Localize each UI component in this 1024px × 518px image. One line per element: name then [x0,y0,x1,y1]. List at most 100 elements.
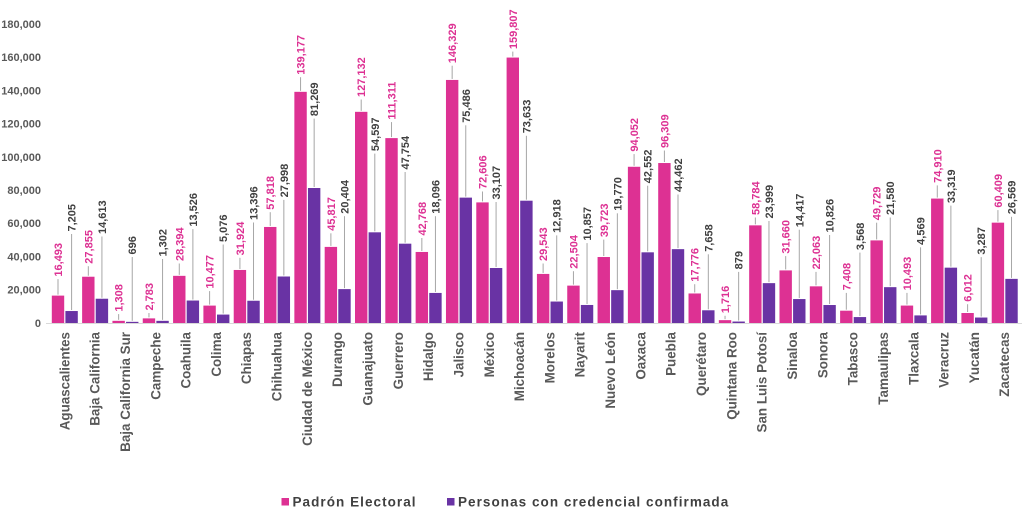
svg-text:19,770: 19,770 [612,177,624,211]
svg-text:22,504: 22,504 [568,234,580,269]
svg-text:180,000: 180,000 [1,19,41,31]
svg-text:Tamaulipas: Tamaulipas [876,332,891,405]
svg-text:Yucatán: Yucatán [967,332,982,383]
svg-text:120,000: 120,000 [1,119,41,131]
svg-text:Nayarit: Nayarit [573,331,588,377]
svg-text:Baja California Sur: Baja California Sur [118,331,133,452]
svg-text:20,000: 20,000 [7,285,41,297]
svg-text:18,096: 18,096 [430,180,442,214]
svg-text:Nuevo León: Nuevo León [603,332,618,409]
svg-text:100,000: 100,000 [1,152,41,164]
svg-text:94,052: 94,052 [629,118,641,152]
svg-text:81,269: 81,269 [309,82,321,116]
svg-text:Sinaloa: Sinaloa [785,331,800,379]
svg-text:Guanajuato: Guanajuato [361,332,376,406]
svg-text:3,287: 3,287 [976,227,988,255]
svg-text:4,569: 4,569 [916,217,928,245]
svg-text:7,408: 7,408 [841,263,853,291]
svg-text:10,826: 10,826 [825,199,837,233]
svg-text:Baja California: Baja California [88,331,103,425]
svg-text:160,000: 160,000 [1,52,41,64]
svg-text:33,319: 33,319 [946,169,958,203]
svg-text:3,568: 3,568 [855,223,867,251]
svg-text:Oaxaca: Oaxaca [633,331,648,379]
svg-text:39,723: 39,723 [599,203,611,237]
svg-text:Veracruz: Veracruz [937,332,952,388]
svg-text:159,807: 159,807 [508,9,520,49]
svg-text:12,918: 12,918 [552,199,564,233]
svg-text:Personas con credencial confir: Personas con credencial confirmada [458,495,729,510]
svg-text:16,493: 16,493 [53,243,65,277]
svg-text:54,597: 54,597 [370,117,382,151]
svg-text:Durango: Durango [330,332,345,387]
svg-text:27,998: 27,998 [279,164,291,198]
svg-text:22,063: 22,063 [811,236,823,270]
svg-text:10,493: 10,493 [902,257,914,291]
svg-text:42,768: 42,768 [417,202,429,236]
svg-text:696: 696 [127,236,139,254]
svg-text:60,409: 60,409 [993,174,1005,208]
svg-text:7,205: 7,205 [67,204,79,232]
svg-text:Chiapas: Chiapas [239,332,254,384]
svg-text:127,132: 127,132 [356,57,368,97]
svg-text:45,817: 45,817 [326,197,338,231]
svg-text:Michoacán: Michoacán [512,332,527,401]
svg-text:Querétaro: Querétaro [694,332,709,396]
svg-text:Padrón Electoral: Padrón Electoral [293,495,417,510]
svg-text:44,462: 44,462 [673,158,685,192]
svg-text:20,404: 20,404 [339,179,351,214]
svg-text:Guerrero: Guerrero [391,332,406,389]
svg-text:13,396: 13,396 [249,186,261,220]
svg-text:49,729: 49,729 [872,187,884,221]
svg-text:Hidalgo: Hidalgo [421,332,436,381]
svg-text:96,309: 96,309 [659,114,671,148]
svg-text:111,311: 111,311 [387,82,399,120]
svg-text:0: 0 [35,318,41,330]
svg-text:San Luis Potosí: San Luis Potosí [755,331,770,433]
svg-text:Sonora: Sonora [815,331,830,378]
svg-text:5,076: 5,076 [218,214,230,242]
svg-text:75,486: 75,486 [461,89,473,123]
svg-text:42,552: 42,552 [643,150,655,184]
svg-text:57,818: 57,818 [265,176,277,210]
svg-text:14,417: 14,417 [794,194,806,228]
svg-text:80,000: 80,000 [7,185,41,197]
svg-text:1,716: 1,716 [720,286,732,314]
svg-text:33,107: 33,107 [491,166,503,200]
svg-text:2,783: 2,783 [144,283,156,311]
svg-text:1,308: 1,308 [114,284,126,312]
svg-text:10,477: 10,477 [205,255,217,289]
svg-text:60,000: 60,000 [7,218,41,230]
svg-text:26,569: 26,569 [1007,181,1019,215]
svg-text:1,302: 1,302 [158,229,170,257]
svg-text:40,000: 40,000 [7,252,41,264]
svg-text:31,924: 31,924 [235,221,247,256]
svg-text:73,633: 73,633 [521,100,533,134]
svg-text:Morelos: Morelos [542,332,557,383]
svg-text:146,329: 146,329 [447,23,459,63]
svg-text:21,580: 21,580 [885,181,897,215]
svg-text:Aguascalientes: Aguascalientes [57,332,72,430]
svg-text:Puebla: Puebla [664,331,679,375]
svg-text:140,000: 140,000 [1,85,41,97]
svg-text:29,543: 29,543 [538,227,550,261]
svg-text:13,526: 13,526 [188,193,200,227]
svg-text:7,658: 7,658 [703,224,715,252]
svg-text:Campeche: Campeche [148,332,163,400]
svg-text:México: México [482,332,497,377]
svg-text:23,999: 23,999 [764,185,776,219]
svg-text:Quintana Roo: Quintana Roo [724,332,739,420]
svg-text:Chihuahua: Chihuahua [270,331,285,401]
svg-text:Jalisco: Jalisco [451,332,466,377]
svg-text:Coahuila: Coahuila [179,331,194,388]
svg-text:6,012: 6,012 [963,274,975,302]
svg-text:58,784: 58,784 [750,180,762,215]
svg-text:Zacatecas: Zacatecas [997,332,1012,397]
svg-text:47,754: 47,754 [400,135,412,170]
svg-text:17,776: 17,776 [690,248,702,282]
svg-text:72,606: 72,606 [477,155,489,189]
svg-text:31,660: 31,660 [781,220,793,254]
svg-text:27,855: 27,855 [83,230,95,264]
svg-text:139,177: 139,177 [296,35,308,75]
svg-text:879: 879 [734,251,746,269]
